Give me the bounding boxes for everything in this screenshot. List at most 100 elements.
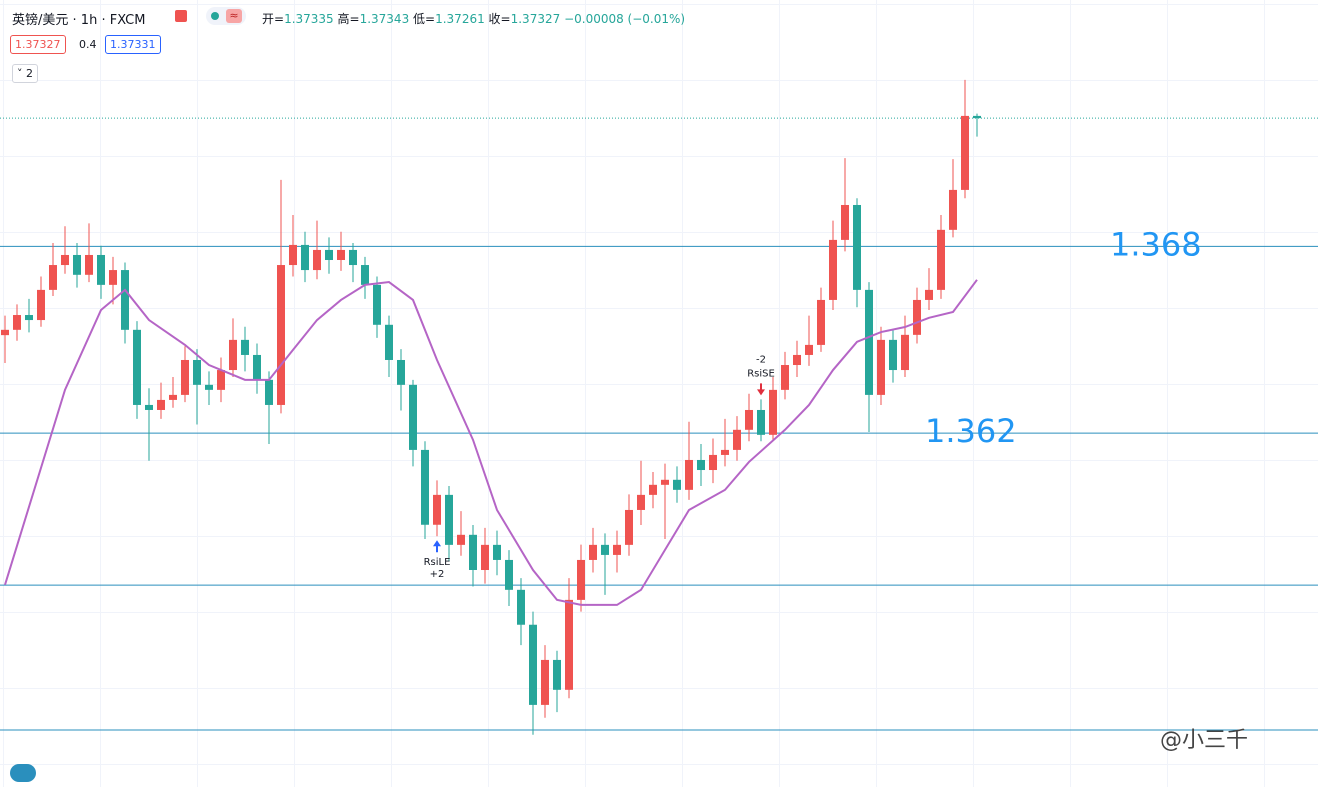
candle-body: [757, 409, 765, 435]
source: FXCM: [109, 13, 146, 28]
signal-arrow: [757, 383, 765, 396]
candle-body: [673, 479, 681, 490]
ohlc-label: 收=: [488, 12, 511, 26]
status-icon: ≈: [226, 9, 242, 23]
ohlc-value: 1.37343: [359, 12, 410, 26]
candle-body: [625, 509, 633, 545]
candle-body: [829, 239, 837, 300]
candle-body: [709, 454, 717, 471]
candle-body: [469, 534, 477, 571]
candle-body: [481, 544, 489, 571]
candle-body: [229, 339, 237, 371]
candle-body: [433, 494, 441, 525]
candle-body: [289, 244, 297, 266]
candle-body: [13, 315, 21, 330]
candle-body: [25, 315, 33, 321]
candle-body: [565, 599, 573, 690]
indicator-count: 2: [26, 67, 33, 80]
candle-body: [949, 189, 957, 230]
candle-body: [181, 359, 189, 395]
candle-body: [49, 265, 57, 290]
candle-body: [385, 324, 393, 360]
candle-body: [121, 270, 129, 330]
candle-body: [697, 459, 705, 471]
signal-name: RsiLE: [424, 557, 451, 568]
candle-body: [97, 254, 105, 285]
ohlc-value: 1.37261: [435, 12, 485, 26]
candle-body: [685, 459, 693, 490]
candle-body: [409, 384, 417, 450]
candle-body: [961, 115, 969, 190]
candle-body: [865, 289, 873, 395]
candle-body: [769, 389, 777, 435]
change: −0.00008 (−0.01%): [564, 12, 686, 26]
candle-body: [457, 534, 465, 545]
symbol: 英镑/美元: [12, 13, 69, 28]
signal-name: RsiSE: [747, 368, 775, 379]
indicator-toggle[interactable]: ˅ 2: [12, 64, 38, 83]
candle-body: [793, 354, 801, 366]
candle-body: [133, 329, 141, 405]
candle-body: [445, 494, 453, 545]
spread: 0.4: [79, 38, 97, 51]
moving-average: [4, 279, 978, 606]
flag-icon[interactable]: [175, 10, 187, 22]
candle-body: [325, 249, 333, 261]
logo[interactable]: [10, 764, 36, 782]
ohlc-line: 开=1.37335 高=1.37343 低=1.37261 收=1.37327 …: [262, 10, 685, 27]
candle-body: [649, 484, 657, 495]
candle-body: [529, 624, 537, 705]
candle-body: [505, 559, 513, 590]
signal-arrow: [433, 540, 441, 553]
candle-body: [721, 449, 729, 455]
candle-body: [157, 399, 165, 410]
candle-body: [733, 429, 741, 450]
candle-body: [421, 449, 429, 525]
candle-body: [61, 254, 69, 266]
ohlc-value: 1.37327: [510, 12, 561, 26]
ohlc-label: 低=: [413, 12, 436, 26]
candle-body: [241, 339, 249, 355]
candle-body: [973, 115, 981, 119]
candle-body: [601, 544, 609, 555]
candle-body: [109, 270, 117, 285]
candle-body: [577, 559, 585, 600]
ohlc-label: 开=: [262, 12, 285, 26]
candle-body: [817, 299, 825, 345]
candle-body: [301, 244, 309, 271]
ask-box[interactable]: 1.37331: [105, 35, 161, 54]
candle-body: [841, 204, 849, 240]
candle-body: [277, 265, 285, 405]
candle-body: [85, 254, 93, 275]
ohlc-label: 高=: [337, 12, 360, 26]
candle-body: [781, 365, 789, 390]
status-dot: [211, 12, 219, 20]
status-icons[interactable]: ≈: [206, 7, 246, 25]
signal-qty: -2: [756, 354, 766, 365]
candle-body: [373, 284, 381, 325]
candle-body: [493, 544, 501, 560]
candle-body: [613, 544, 621, 555]
candle-body: [889, 339, 897, 371]
candle-body: [913, 299, 921, 335]
bid-box[interactable]: 1.37327: [10, 35, 66, 54]
candle-body: [361, 265, 369, 285]
candle-body: [517, 589, 525, 625]
candle-body: [877, 339, 885, 395]
candle-body: [169, 394, 177, 400]
candle-body: [265, 379, 273, 405]
candle-body: [217, 370, 225, 390]
candle-body: [925, 289, 933, 300]
ohlc-value: 1.37335: [284, 12, 334, 26]
level-annotation: 1.368: [1110, 225, 1202, 263]
symbol-line: 英镑/美元 · 1h · FXCM: [12, 13, 146, 28]
candle-body: [937, 229, 945, 290]
candle-body: [637, 494, 645, 510]
candle-body: [313, 249, 321, 271]
chevron: ˅: [17, 67, 26, 80]
candle-body: [661, 479, 669, 485]
candle-body: [541, 659, 549, 705]
candle-body: [853, 204, 861, 290]
